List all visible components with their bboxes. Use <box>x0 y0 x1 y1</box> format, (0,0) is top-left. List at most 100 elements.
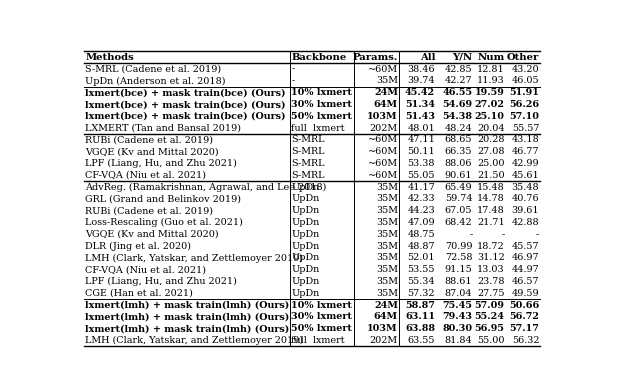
Text: 50.11: 50.11 <box>408 147 435 156</box>
Text: LPF (Liang, Hu, and Zhu 2021): LPF (Liang, Hu, and Zhu 2021) <box>86 159 237 168</box>
Text: 10% lxmert: 10% lxmert <box>291 88 352 97</box>
Text: S-MRL (Cadene et al. 2019): S-MRL (Cadene et al. 2019) <box>86 65 221 74</box>
Text: 45.57: 45.57 <box>511 242 540 251</box>
Text: -: - <box>291 77 294 86</box>
Text: UpDn: UpDn <box>291 289 319 298</box>
Text: 68.65: 68.65 <box>445 135 472 144</box>
Text: UpDn: UpDn <box>291 253 319 262</box>
Text: 30% lxmert: 30% lxmert <box>291 100 352 109</box>
Text: LMH (Clark, Yatskar, and Zettlemoyer 2019): LMH (Clark, Yatskar, and Zettlemoyer 201… <box>86 336 303 345</box>
Text: 25.00: 25.00 <box>477 159 504 168</box>
Text: 25.10: 25.10 <box>475 112 504 121</box>
Text: 44.97: 44.97 <box>511 265 540 274</box>
Text: RUBi (Cadene et al. 2019): RUBi (Cadene et al. 2019) <box>86 206 214 215</box>
Text: 103M: 103M <box>367 324 398 333</box>
Text: 57.10: 57.10 <box>509 112 540 121</box>
Text: 56.72: 56.72 <box>509 312 540 321</box>
Text: 79.43: 79.43 <box>442 312 472 321</box>
Text: 24M: 24M <box>374 88 398 97</box>
Text: 14.78: 14.78 <box>477 194 504 203</box>
Text: 49.59: 49.59 <box>511 289 540 298</box>
Text: ~60M: ~60M <box>368 147 398 156</box>
Text: 42.99: 42.99 <box>511 159 540 168</box>
Text: 47.09: 47.09 <box>408 218 435 227</box>
Text: 57.17: 57.17 <box>509 324 540 333</box>
Text: 63.88: 63.88 <box>405 324 435 333</box>
Text: 50% lxmert: 50% lxmert <box>291 112 352 121</box>
Text: 63.55: 63.55 <box>408 336 435 345</box>
Text: DLR (Jing et al. 2020): DLR (Jing et al. 2020) <box>86 242 191 251</box>
Text: 35M: 35M <box>376 183 398 192</box>
Text: 35M: 35M <box>376 265 398 274</box>
Text: 44.23: 44.23 <box>408 206 435 215</box>
Text: lxmert(bce) + mask train(bce) (Ours): lxmert(bce) + mask train(bce) (Ours) <box>86 88 286 97</box>
Text: 64M: 64M <box>374 100 398 109</box>
Text: Methods: Methods <box>86 53 134 62</box>
Text: 55.24: 55.24 <box>475 312 504 321</box>
Text: UpDn: UpDn <box>291 230 319 239</box>
Text: 53.38: 53.38 <box>408 159 435 168</box>
Text: 20.28: 20.28 <box>477 135 504 144</box>
Text: 35M: 35M <box>376 194 398 203</box>
Text: 90.61: 90.61 <box>445 171 472 180</box>
Text: 42.88: 42.88 <box>511 218 540 227</box>
Text: 87.04: 87.04 <box>445 289 472 298</box>
Text: 27.08: 27.08 <box>477 147 504 156</box>
Text: LMH (Clark, Yatskar, and Zettlemoyer 2019): LMH (Clark, Yatskar, and Zettlemoyer 201… <box>86 253 303 262</box>
Text: 45.42: 45.42 <box>405 88 435 97</box>
Text: 65.49: 65.49 <box>445 183 472 192</box>
Text: 47.11: 47.11 <box>407 135 435 144</box>
Text: 41.17: 41.17 <box>407 183 435 192</box>
Text: 57.09: 57.09 <box>475 301 504 310</box>
Text: 72.58: 72.58 <box>445 253 472 262</box>
Text: 57.32: 57.32 <box>408 289 435 298</box>
Text: Y/N: Y/N <box>452 53 472 62</box>
Text: 80.30: 80.30 <box>442 324 472 333</box>
Text: 48.75: 48.75 <box>408 230 435 239</box>
Text: 68.42: 68.42 <box>445 218 472 227</box>
Text: 27.75: 27.75 <box>477 289 504 298</box>
Text: S-MRL: S-MRL <box>291 171 324 180</box>
Text: 52.01: 52.01 <box>408 253 435 262</box>
Text: UpDn: UpDn <box>291 242 319 251</box>
Text: 56.26: 56.26 <box>509 100 540 109</box>
Text: 18.72: 18.72 <box>477 242 504 251</box>
Text: CF-VQA (Niu et al. 2021): CF-VQA (Niu et al. 2021) <box>86 171 207 180</box>
Text: lxmert(bce) + mask train(bce) (Ours): lxmert(bce) + mask train(bce) (Ours) <box>86 112 286 121</box>
Text: 56.32: 56.32 <box>512 336 540 345</box>
Text: Params.: Params. <box>353 53 398 62</box>
Text: 35M: 35M <box>376 242 398 251</box>
Text: S-MRL: S-MRL <box>291 135 324 144</box>
Text: 55.05: 55.05 <box>408 171 435 180</box>
Text: 88.06: 88.06 <box>445 159 472 168</box>
Text: 50% lxmert: 50% lxmert <box>291 324 352 333</box>
Text: 11.93: 11.93 <box>477 77 504 86</box>
Text: UpDn: UpDn <box>291 183 319 192</box>
Text: 35M: 35M <box>376 289 398 298</box>
Text: All: All <box>420 53 435 62</box>
Text: 55.00: 55.00 <box>477 336 504 345</box>
Text: 46.55: 46.55 <box>442 88 472 97</box>
Text: GRL (Grand and Belinkov 2019): GRL (Grand and Belinkov 2019) <box>86 194 241 203</box>
Text: 19.59: 19.59 <box>475 88 504 97</box>
Text: ~60M: ~60M <box>368 135 398 144</box>
Text: 51.34: 51.34 <box>405 100 435 109</box>
Text: 21.71: 21.71 <box>477 218 504 227</box>
Text: UpDn: UpDn <box>291 277 319 286</box>
Text: 55.57: 55.57 <box>512 124 540 133</box>
Text: Num: Num <box>477 53 504 62</box>
Text: 58.87: 58.87 <box>405 301 435 310</box>
Text: 55.34: 55.34 <box>408 277 435 286</box>
Text: RUBi (Cadene et al. 2019): RUBi (Cadene et al. 2019) <box>86 135 214 144</box>
Text: 27.02: 27.02 <box>475 100 504 109</box>
Text: -: - <box>469 230 472 239</box>
Text: 64M: 64M <box>374 312 398 321</box>
Text: lxmert(lmh) + mask train(lmh) (Ours): lxmert(lmh) + mask train(lmh) (Ours) <box>86 301 290 310</box>
Text: Backbone: Backbone <box>291 53 346 62</box>
Text: 59.74: 59.74 <box>445 194 472 203</box>
Text: 35M: 35M <box>376 277 398 286</box>
Text: 50.66: 50.66 <box>509 301 540 310</box>
Text: 30% lxmert: 30% lxmert <box>291 312 352 321</box>
Text: 35M: 35M <box>376 230 398 239</box>
Text: S-MRL: S-MRL <box>291 147 324 156</box>
